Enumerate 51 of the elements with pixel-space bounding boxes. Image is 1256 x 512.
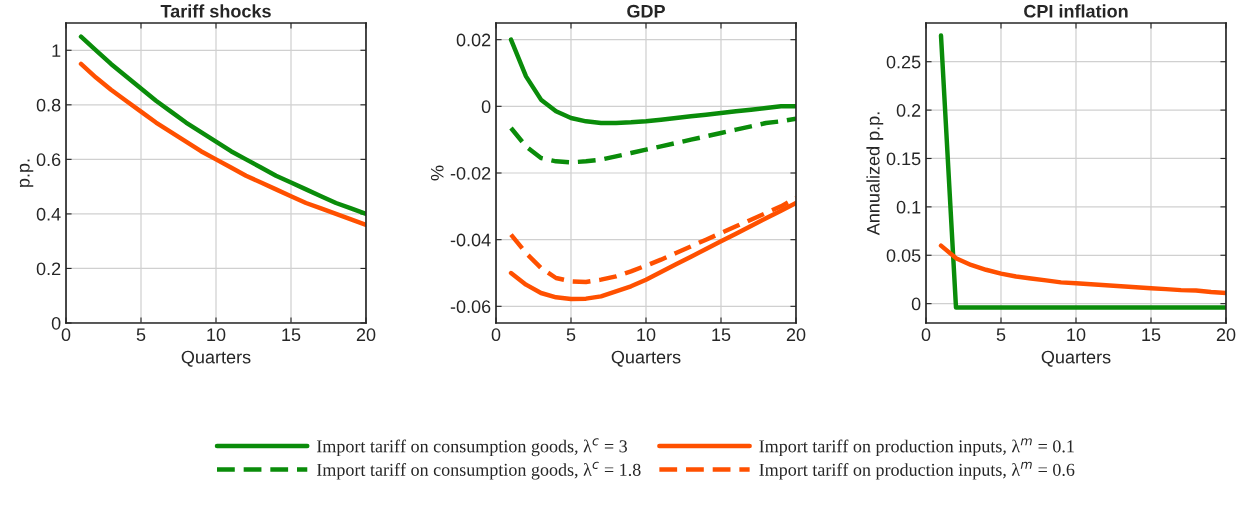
y-tick-label: 0.1 (896, 200, 921, 214)
legend-label: Import tariff on consumption goods, λ$^{c}$ = 1.8 (316, 461, 641, 480)
y-tick-label: 0.6 (36, 153, 61, 167)
y-tick-label: 0 (481, 100, 491, 114)
y-tick-label: 0.2 (896, 104, 921, 117)
y-tick-label: 1 (52, 44, 61, 57)
y-tick-label: -0.04 (450, 233, 491, 247)
chart-title: Tariff shocks (160, 4, 271, 18)
x-tick-label: 15 (712, 328, 731, 342)
y-tick-label: 0.15 (886, 152, 921, 166)
y-tick-label: 0 (51, 316, 61, 330)
line-series (508, 37, 796, 126)
line-series (938, 243, 1226, 296)
x-tick-label: 0 (491, 328, 501, 342)
y-tick-label: 0.8 (36, 98, 61, 112)
line-series (508, 116, 796, 165)
x-tick-label: 0 (921, 328, 931, 342)
x-tick-label: 20 (356, 328, 376, 342)
x-tick-label: 15 (282, 328, 301, 342)
y-tick-label: -0.02 (450, 166, 491, 180)
y-axis-title: p.p. (19, 159, 34, 187)
y-axis-title: Annualized p.p. (866, 112, 884, 236)
x-tick-label: 10 (1067, 328, 1086, 342)
y-tick-label: 0.25 (886, 55, 921, 69)
line-series (508, 200, 796, 302)
x-tick-label: 5 (996, 328, 1006, 342)
x-tick-label: 10 (207, 328, 226, 342)
x-tick-label: 20 (786, 328, 806, 342)
y-tick-label: 0 (911, 297, 921, 311)
x-axis-title: Quarters (181, 350, 251, 367)
line-series (78, 61, 366, 228)
y-tick-label: 0.2 (36, 262, 61, 276)
legend-label: Import tariff on production inputs, λ$^{m}$ = 0.6 (759, 461, 1075, 480)
y-tick-label: 0.05 (886, 249, 921, 262)
legend-label: Import tariff on production inputs, λ$^{m}$ = 0.1 (759, 438, 1074, 457)
x-tick-label: 10 (637, 328, 656, 342)
y-axis-title: % (430, 165, 444, 181)
x-tick-label: 20 (1216, 328, 1236, 342)
line-series (78, 34, 366, 217)
y-tick-label: 0.02 (456, 33, 491, 47)
y-tick-label: 0.4 (36, 207, 61, 221)
chart-title: CPI inflation (1024, 4, 1128, 18)
chart-title: GDP (627, 4, 665, 18)
y-tick-label: -0.06 (450, 300, 491, 314)
x-axis-title: Quarters (1041, 350, 1111, 367)
legend-label: Import tariff on consumption goods, λ$^{c}$ = 3 (316, 438, 627, 457)
x-axis-title: Quarters (611, 350, 681, 367)
x-tick-label: 5 (136, 328, 146, 342)
x-tick-label: 0 (61, 328, 71, 342)
x-tick-label: 5 (566, 328, 576, 342)
x-tick-label: 15 (1142, 328, 1161, 342)
